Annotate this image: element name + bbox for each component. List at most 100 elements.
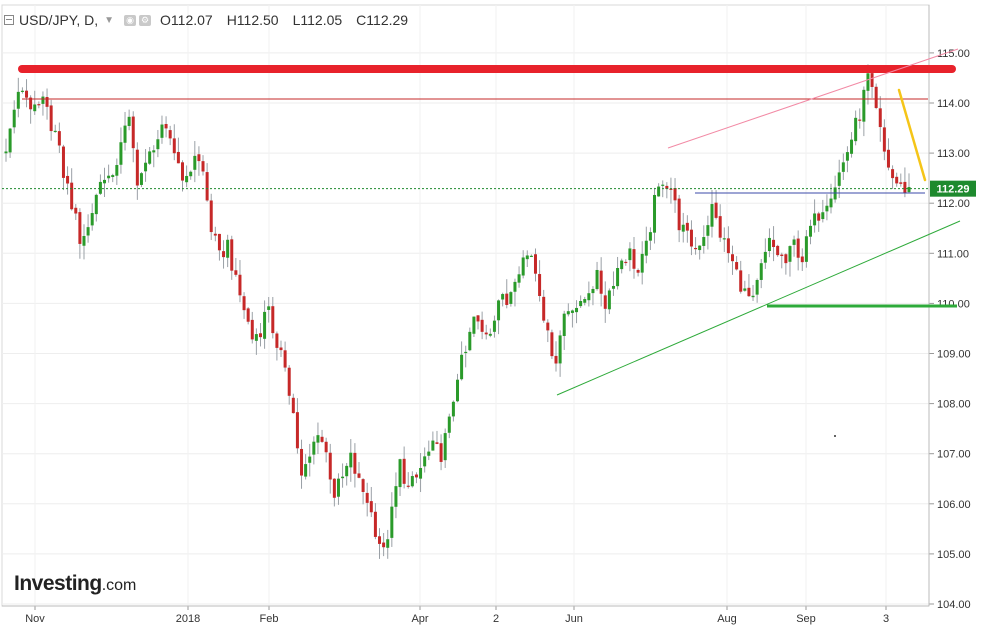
candle-body <box>492 320 496 332</box>
last-price-label: 112.29 <box>936 184 969 196</box>
candle-body <box>710 204 714 227</box>
candle-body <box>390 506 394 538</box>
candle-body <box>517 274 521 283</box>
y-tick-label: 109.00 <box>937 349 971 361</box>
candle-body <box>230 239 234 271</box>
close-value: C112.29 <box>356 12 409 28</box>
candle-body <box>505 293 509 305</box>
candle-body <box>258 333 262 338</box>
candle-body <box>669 188 673 190</box>
candle-body <box>111 175 115 177</box>
candle-body <box>402 458 406 484</box>
y-tick-label: 106.00 <box>937 499 971 511</box>
candle-body <box>845 152 849 161</box>
candle-body <box>295 412 299 449</box>
candle-body <box>45 96 49 107</box>
candle-body <box>49 105 53 132</box>
candle-body <box>850 139 854 154</box>
candle-body <box>562 313 566 337</box>
candle-body <box>825 205 829 212</box>
chevron-down-icon[interactable]: ▼ <box>104 14 115 26</box>
candle-body <box>123 125 127 143</box>
candle-body <box>636 270 640 273</box>
y-tick-label: 112.00 <box>937 198 970 210</box>
y-tick-label: 111.00 <box>937 248 969 260</box>
candle-body <box>546 322 550 331</box>
settings-icon[interactable]: ⚙ <box>139 14 152 26</box>
candle-body <box>451 401 455 417</box>
candle-body <box>180 162 184 181</box>
x-tick-label: 2 <box>493 613 499 625</box>
y-tick-label: 114.00 <box>937 98 970 110</box>
candle-body <box>895 176 899 184</box>
candle-body <box>394 486 398 507</box>
candle-body <box>460 354 464 380</box>
symbol-label[interactable]: USD/JPY, D, <box>19 12 99 28</box>
candle-body <box>156 139 160 150</box>
candle-body <box>599 270 603 294</box>
x-tick-label: 3 <box>883 613 889 625</box>
candle-body <box>74 207 78 214</box>
candle-body <box>135 149 139 186</box>
candle-body <box>566 311 570 315</box>
candle-body <box>542 296 546 321</box>
candle-body <box>653 194 657 233</box>
candle-body <box>419 468 423 479</box>
candle-body <box>341 476 345 479</box>
y-tick-label: 107.00 <box>937 449 971 461</box>
candle-body <box>640 253 644 273</box>
candle-body <box>201 161 205 172</box>
candle-body <box>246 308 250 322</box>
candle-body <box>698 245 702 251</box>
candle-body <box>743 288 747 291</box>
logo-brand: Investing <box>14 572 102 595</box>
candle-body <box>533 254 537 274</box>
candle-body <box>501 294 505 300</box>
candle-body <box>164 123 168 129</box>
candle-body <box>324 441 328 453</box>
candle-body <box>410 476 414 487</box>
candle-body <box>862 89 866 122</box>
eye-icon[interactable]: ◉ <box>124 14 137 26</box>
candle-body <box>681 224 685 232</box>
candle-body <box>148 151 152 164</box>
candle-body <box>98 181 102 194</box>
candle-body <box>525 255 529 260</box>
candle-body <box>250 319 254 340</box>
candle-body <box>254 334 258 341</box>
candle-body <box>378 536 382 544</box>
collapse-icon[interactable] <box>4 15 14 25</box>
candle-body <box>78 212 82 244</box>
candle-body <box>213 233 217 236</box>
candle-body <box>139 173 143 185</box>
candle-body <box>480 319 484 332</box>
candle-body <box>702 237 706 246</box>
candle-body <box>755 279 759 295</box>
marker-dot <box>834 435 836 437</box>
candle-body <box>205 172 209 201</box>
candle-body <box>497 300 501 321</box>
candle-body <box>808 225 812 237</box>
candle-body <box>776 245 780 256</box>
candle-body <box>193 155 197 170</box>
candle-body <box>772 239 776 248</box>
candle-body <box>538 274 542 296</box>
logo-suffix: .com <box>101 577 137 594</box>
candle-body <box>579 301 583 307</box>
candle-body <box>858 119 862 121</box>
candle-body <box>735 262 739 270</box>
x-tick-label: Aug <box>717 613 737 625</box>
candle-body <box>464 351 468 354</box>
candle-body <box>595 269 599 290</box>
candle-body <box>115 165 119 176</box>
candle-body <box>685 222 689 231</box>
y-tick-label: 113.00 <box>937 148 970 160</box>
candle-body <box>657 186 661 197</box>
candle-body <box>763 251 767 263</box>
candle-body <box>841 162 845 172</box>
candle-body <box>57 131 61 146</box>
candle-body <box>718 216 722 238</box>
candle-body <box>398 459 402 488</box>
